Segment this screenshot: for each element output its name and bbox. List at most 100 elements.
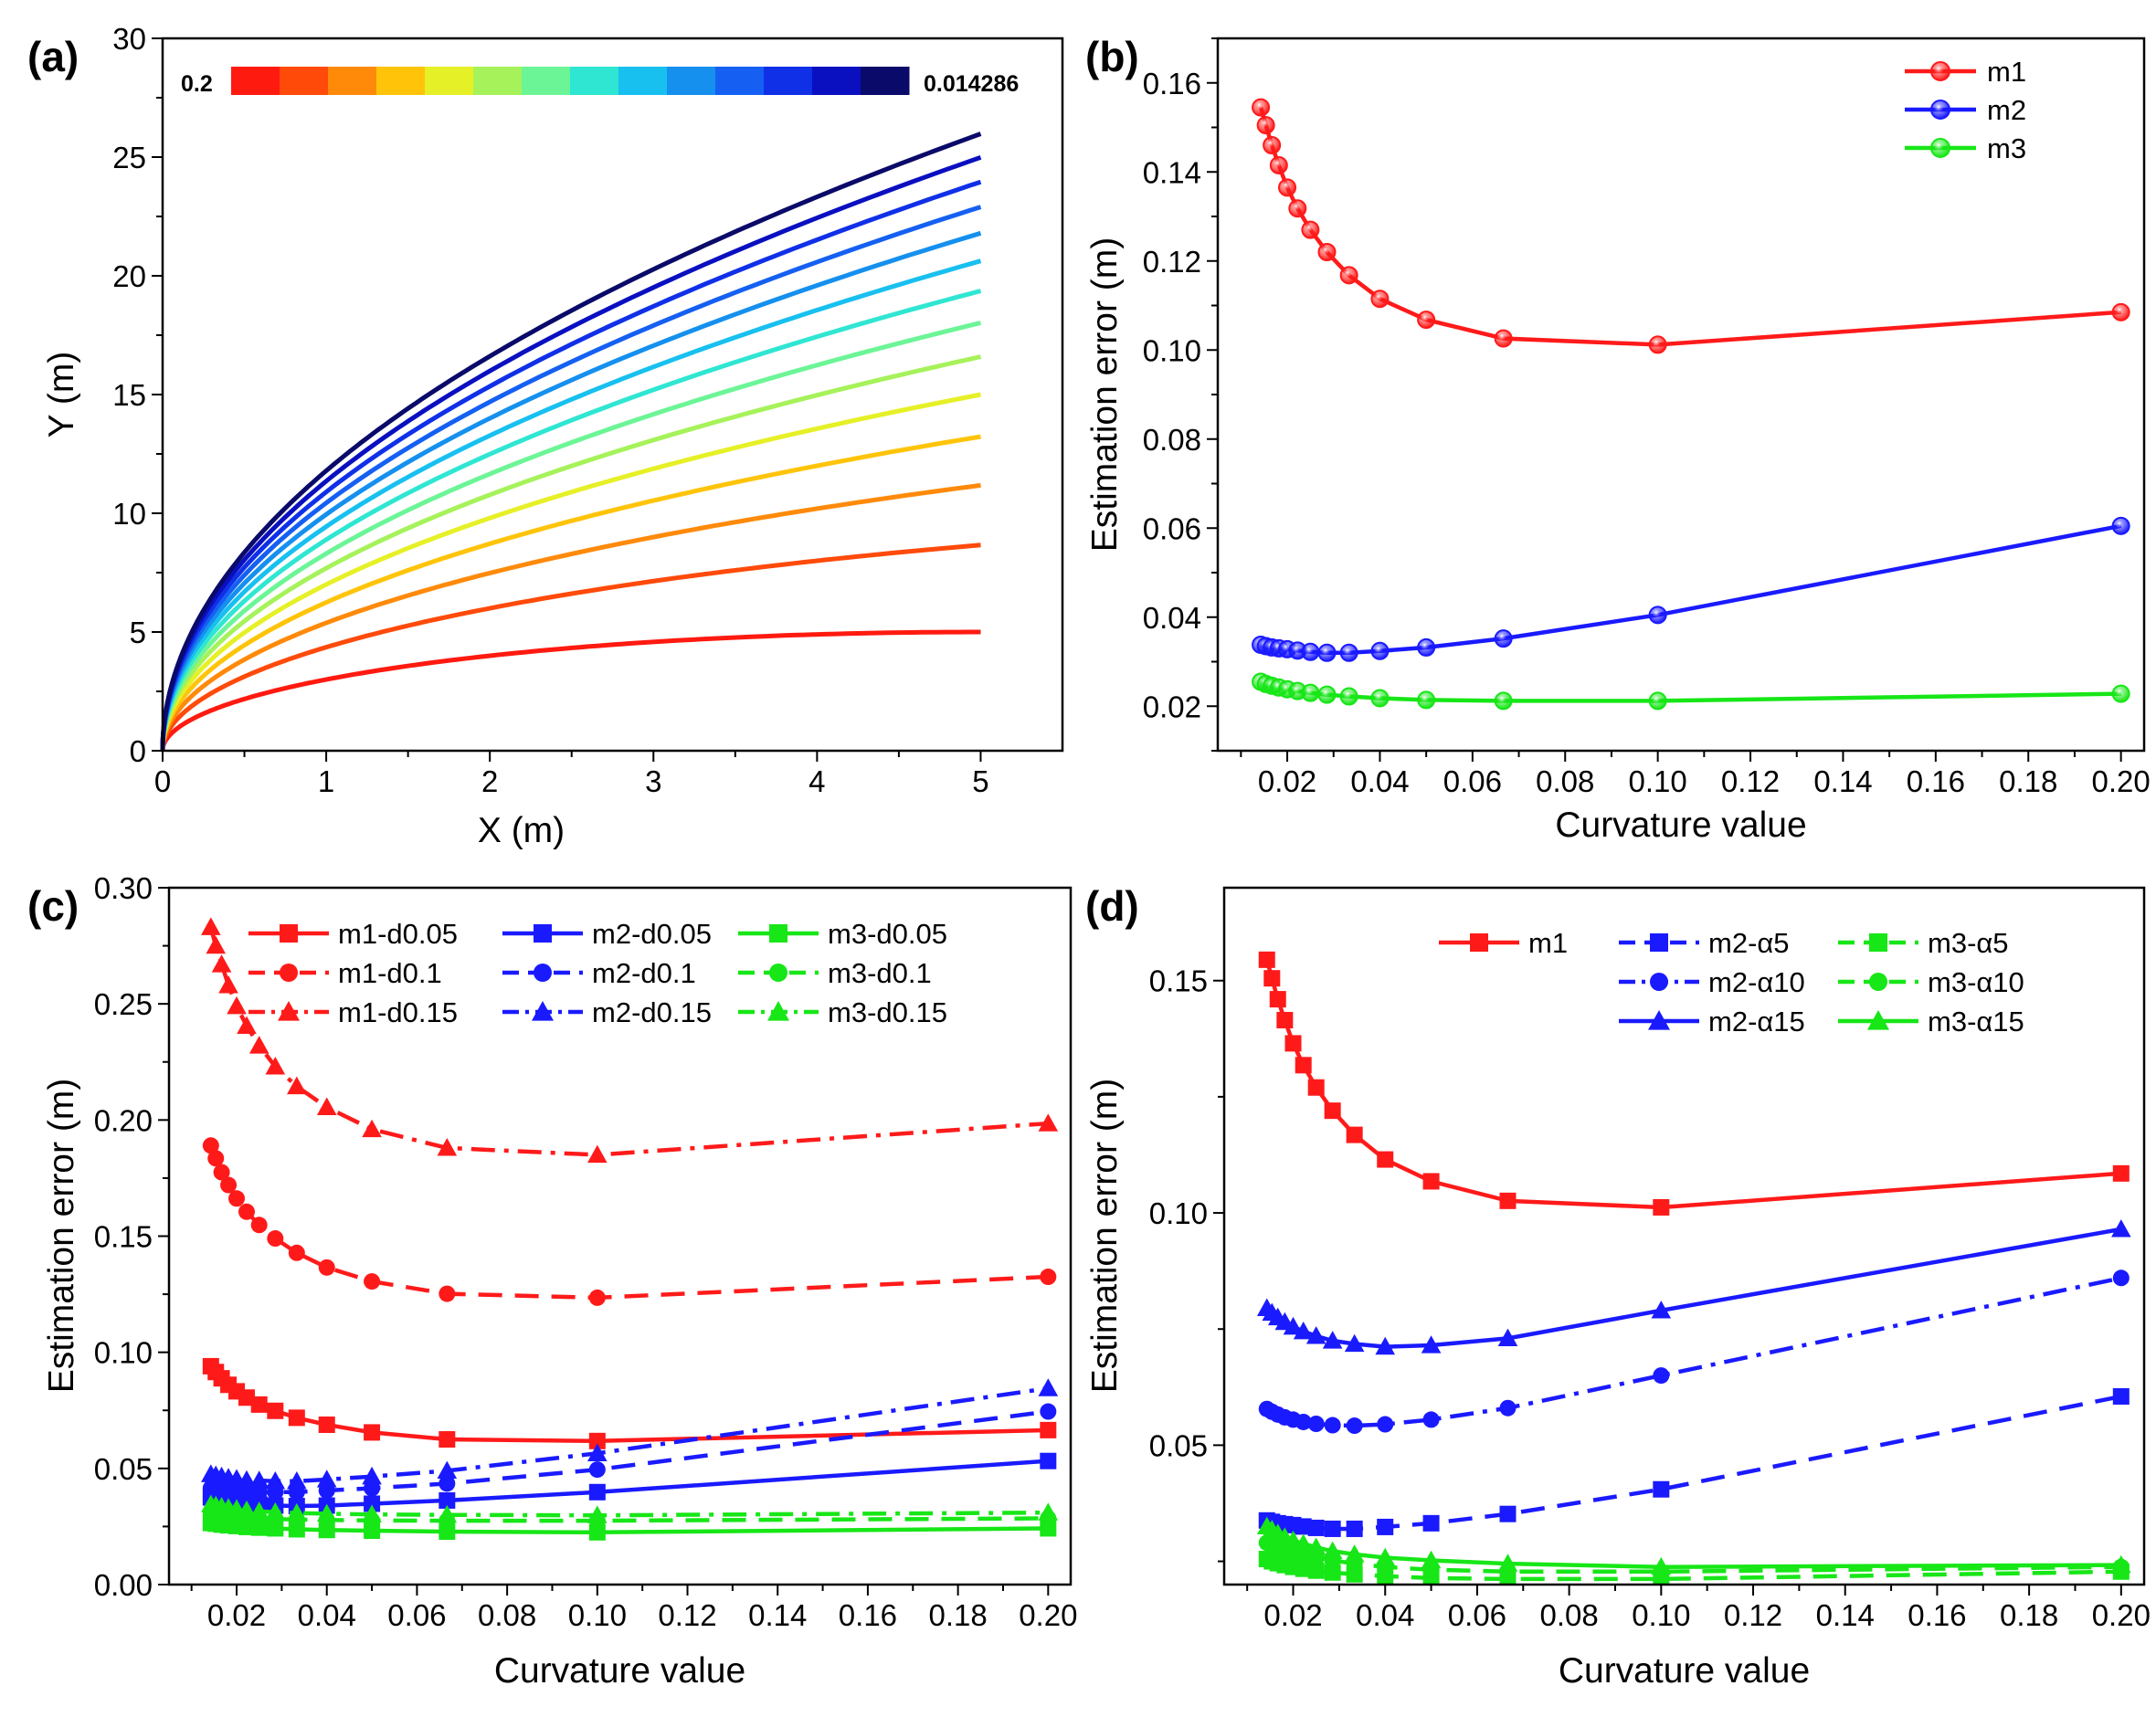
data-point [207, 1150, 225, 1167]
data-point [1263, 136, 1282, 154]
data-point [1324, 1417, 1341, 1434]
data-point [1295, 1413, 1312, 1430]
y-axis-label: Y (m) [42, 352, 81, 438]
curve-series [160, 392, 981, 751]
x-tick-label: 0.16 [1907, 764, 1965, 798]
plot-area [201, 917, 1059, 1541]
data-point [1375, 1547, 1396, 1566]
data-point [1295, 1057, 1312, 1074]
y-tick-label: 10 [112, 497, 146, 531]
data-point [2111, 516, 2130, 535]
legend-label: m2-d0.05 [592, 918, 712, 950]
data-point [1648, 335, 1667, 354]
x-tick-label: 0.10 [1629, 764, 1687, 798]
x-tick-label: 0.10 [568, 1598, 627, 1632]
x-tick-label: 0.06 [387, 1598, 446, 1632]
panel-label: (c) [27, 882, 79, 930]
y-tick-label: 0.05 [94, 1452, 153, 1486]
data-point [1417, 690, 1436, 710]
data-point [1930, 100, 1950, 120]
curve-series [160, 321, 982, 751]
data-point [1653, 1480, 1670, 1498]
data-point [439, 1475, 456, 1492]
data-point [364, 1273, 381, 1290]
data-point [1648, 691, 1667, 711]
y-tick-label: 5 [130, 616, 146, 649]
x-tick-label: 0.14 [1816, 1598, 1875, 1632]
data-point [1930, 61, 1950, 81]
data-point [1040, 1269, 1057, 1286]
data-point [1301, 220, 1320, 239]
y-tick-label: 0.10 [94, 1336, 153, 1370]
data-point [1324, 1102, 1341, 1120]
data-point [1038, 1113, 1059, 1132]
series-line [208, 1144, 1049, 1301]
data-point [213, 1164, 230, 1181]
data-point [1293, 1533, 1314, 1552]
data-point [769, 964, 787, 982]
data-point [1305, 1537, 1326, 1555]
y-tick-label: 0.10 [1143, 333, 1201, 367]
legend-label: m1-d0.15 [338, 996, 458, 1028]
data-point [316, 1097, 337, 1115]
data-point [1307, 1079, 1325, 1096]
colorbar-min-label: 0.2 [181, 71, 213, 97]
data-point [588, 1432, 606, 1449]
x-tick-label: 2 [481, 764, 498, 798]
data-point [237, 1500, 257, 1519]
data-point [1278, 178, 1297, 197]
data-point [227, 995, 247, 1015]
data-point [238, 1203, 255, 1220]
data-point [237, 1016, 257, 1034]
x-tick-label: 0.16 [839, 1598, 897, 1632]
data-point [280, 964, 298, 982]
series-line [1265, 1276, 2122, 1428]
data-point [1301, 683, 1320, 702]
colorbar-cell [522, 67, 571, 95]
series-line [210, 1521, 1049, 1535]
data-point [201, 917, 221, 935]
data-point [1283, 1316, 1304, 1335]
x-tick-label: 0.12 [658, 1598, 716, 1632]
data-point [280, 924, 298, 943]
x-tick-label: 0.04 [1356, 1598, 1414, 1632]
data-point [1339, 687, 1358, 706]
y-tick-label: 0.14 [1143, 155, 1201, 189]
data-point [1252, 98, 1271, 117]
data-point [1494, 629, 1513, 648]
series-line [1265, 1227, 2122, 1349]
data-point [587, 1144, 608, 1164]
data-point [1499, 1505, 1517, 1522]
data-point [1422, 1173, 1440, 1190]
data-point [2111, 1219, 2131, 1238]
y-tick-label: 0 [130, 734, 146, 768]
data-point [1650, 933, 1668, 952]
data-point [206, 935, 227, 954]
data-point [1263, 970, 1281, 987]
plot-frame [1222, 886, 2146, 1586]
data-point [1295, 1560, 1312, 1577]
data-point [1324, 1564, 1341, 1581]
x-tick-label: 5 [972, 764, 988, 798]
data-point [364, 1424, 381, 1441]
x-tick-label: 0.08 [1536, 764, 1594, 798]
legend-label: m2-α10 [1708, 966, 1805, 998]
y-tick-label: 0.30 [94, 871, 153, 905]
series-line [1260, 679, 2121, 703]
data-point [1470, 933, 1488, 952]
y-axis-label: Estimation error (m) [1085, 1079, 1125, 1394]
legend-label: m3-α15 [1928, 1006, 2024, 1038]
data-point [1346, 1417, 1363, 1435]
data-point [288, 1409, 305, 1427]
data-point [1317, 243, 1337, 261]
panel-b: (b) 0.02 0.04 0.06 0.08 0.10 0.12 0.14 0.16 0.18 0… [1085, 33, 2151, 845]
y-tick-label: 0.06 [1143, 511, 1201, 545]
colorbar-cell [764, 67, 813, 95]
x-tick-label: 0.14 [1813, 764, 1872, 798]
data-point [769, 924, 787, 943]
legend: m1-d0.05 m1-d0.1 m1-d0.15 m2-d0.05 m2-d0.1 m2… [248, 918, 947, 1028]
data-point [362, 1504, 382, 1522]
legend-label: m3-d0.15 [828, 996, 947, 1028]
data-point [437, 1138, 458, 1156]
colorbar-max-label: 0.014286 [924, 71, 1019, 97]
